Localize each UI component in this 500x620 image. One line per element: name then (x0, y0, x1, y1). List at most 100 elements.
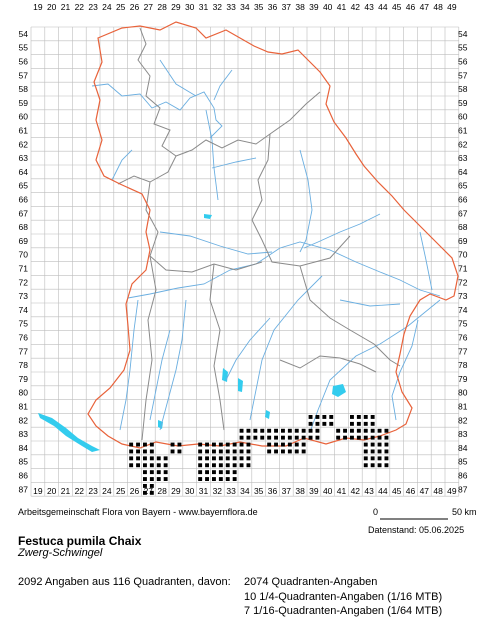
occurrence-square (143, 470, 147, 475)
river-regen (303, 213, 381, 249)
row-label-left: 70 (19, 250, 29, 260)
lakes (38, 214, 346, 452)
column-label-top: 24 (102, 2, 112, 12)
row-label-right: 61 (458, 126, 468, 136)
row-label-right: 64 (458, 167, 468, 177)
lake-ammersee (222, 368, 228, 382)
column-label-bottom: 47 (420, 486, 430, 496)
occurrence-square (281, 442, 285, 447)
occurrence-square (239, 435, 244, 440)
occurrence-square (149, 442, 154, 447)
column-label-bottom: 38 (295, 486, 305, 496)
column-label-top: 33 (226, 2, 236, 12)
grid-labels: 1919202021212222232324242525262627272828… (19, 2, 468, 496)
occurrence-square (212, 463, 216, 468)
occurrence-square (232, 463, 237, 468)
occurrence-square (363, 435, 368, 440)
occurrence-square (239, 463, 244, 468)
column-label-top: 48 (433, 2, 443, 12)
column-label-bottom: 45 (392, 486, 402, 496)
column-label-top: 25 (116, 2, 126, 12)
occurrence-square (260, 428, 265, 433)
occurrence-square (198, 470, 203, 475)
row-label-right: 81 (458, 402, 468, 412)
row-label-right: 67 (458, 208, 468, 218)
occurrence-square (370, 456, 375, 461)
occurrence-square (294, 435, 299, 440)
scale-bar (380, 518, 448, 520)
column-label-bottom: 43 (364, 486, 374, 496)
occurrence-square (356, 428, 361, 433)
scale-end-label: 50 km (452, 507, 477, 517)
occurrence-square (143, 463, 147, 468)
river-iller (119, 299, 139, 431)
row-label-left: 58 (19, 84, 29, 94)
occurrence-square (274, 435, 278, 440)
occurrence-square (156, 470, 161, 475)
occurrence-square (377, 428, 382, 433)
column-label-top: 39 (309, 2, 319, 12)
occurrence-square (253, 435, 258, 440)
occurrence-square (198, 442, 203, 447)
row-label-left: 69 (19, 236, 29, 246)
occurrence-square (163, 470, 168, 475)
occurrence-square (281, 428, 285, 433)
district-oberfranken (175, 91, 321, 157)
occurrence-square (246, 435, 251, 440)
river-vils (339, 299, 401, 307)
occurrence-square (294, 449, 299, 454)
river-salzach (391, 319, 419, 421)
occurrence-square (149, 484, 154, 488)
river-saale (159, 59, 197, 97)
occurrence-square (143, 477, 147, 481)
occurrence-square (294, 442, 299, 447)
column-label-bottom: 31 (199, 486, 209, 496)
row-label-left: 66 (19, 195, 29, 205)
occurrence-square (370, 421, 375, 426)
district-schwaben (141, 255, 157, 441)
column-label-bottom: 22 (75, 486, 85, 496)
occurrence-square (143, 449, 147, 454)
occurrence-square (336, 435, 341, 440)
row-label-right: 56 (458, 57, 468, 67)
column-label-top: 42 (351, 2, 361, 12)
occurrence-square (377, 442, 382, 447)
column-label-bottom: 40 (323, 486, 333, 496)
column-label-top: 45 (392, 2, 402, 12)
row-label-left: 85 (19, 457, 29, 467)
occurrence-square (177, 449, 182, 454)
occurrence-square (336, 428, 341, 433)
row-label-left: 78 (19, 360, 29, 370)
occurrence-square (384, 456, 389, 461)
occurrence-square (260, 435, 265, 440)
occurrence-square (239, 428, 244, 433)
row-label-right: 86 (458, 471, 468, 481)
occurrence-square (363, 415, 368, 419)
occurrence-square (205, 477, 209, 481)
occurrence-square (287, 435, 292, 440)
column-label-top: 31 (199, 2, 209, 12)
column-label-top: 38 (295, 2, 305, 12)
occurrence-square (315, 415, 320, 419)
occurrence-square (356, 415, 361, 419)
district-unterfranken (117, 27, 177, 185)
bavaria-border (87, 21, 459, 449)
occurrence-square (274, 449, 278, 454)
occurrence-square (205, 470, 209, 475)
column-label-top: 49 (447, 2, 457, 12)
column-label-bottom: 42 (351, 486, 361, 496)
district-niederbayern (299, 265, 401, 367)
row-label-right: 70 (458, 250, 468, 260)
column-label-bottom: 26 (130, 486, 140, 496)
column-label-top: 34 (240, 2, 250, 12)
column-label-bottom: 36 (268, 486, 278, 496)
row-label-right: 85 (458, 457, 468, 467)
row-label-left: 60 (19, 112, 29, 122)
breakdown-quadrant: 2074 Quadranten-Angaben (244, 576, 378, 588)
occurrence-square (301, 442, 306, 447)
column-label-bottom: 30 (185, 486, 195, 496)
row-label-left: 56 (19, 57, 29, 67)
row-label-left: 79 (19, 374, 29, 384)
record-summary: 2092 Angaben aus 116 Quadranten, davon: (18, 576, 231, 588)
occurrence-square (239, 449, 244, 454)
